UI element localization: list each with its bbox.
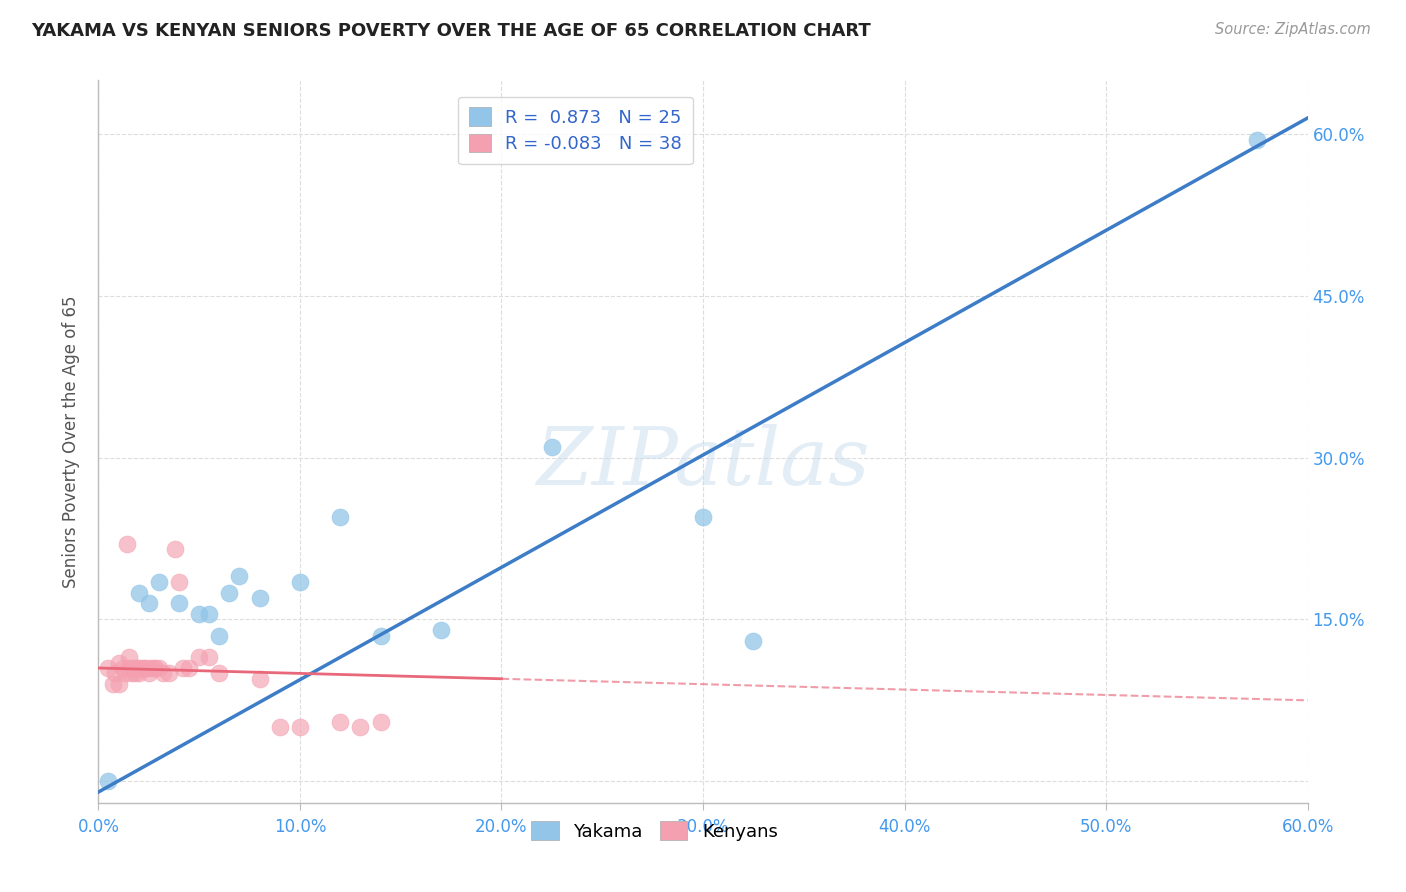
Point — [288, 574, 311, 589]
Point — [269, 720, 291, 734]
Text: YAKAMA VS KENYAN SENIORS POVERTY OVER THE AGE OF 65 CORRELATION CHART: YAKAMA VS KENYAN SENIORS POVERTY OVER TH… — [31, 22, 870, 40]
Point — [124, 666, 146, 681]
Point — [540, 440, 562, 454]
Point — [142, 661, 165, 675]
Point — [692, 510, 714, 524]
Point — [188, 650, 211, 665]
Point — [97, 661, 120, 675]
Point — [114, 666, 136, 681]
Text: Source: ZipAtlas.com: Source: ZipAtlas.com — [1215, 22, 1371, 37]
Point — [218, 585, 240, 599]
Point — [430, 624, 453, 638]
Point — [1246, 132, 1268, 146]
Legend: Yakama, Kenyans: Yakama, Kenyans — [524, 814, 785, 848]
Point — [349, 720, 371, 734]
Point — [128, 585, 150, 599]
Point — [208, 666, 231, 681]
Point — [148, 574, 170, 589]
Point — [118, 661, 141, 675]
Point — [167, 596, 190, 610]
Point — [107, 677, 129, 691]
Point — [249, 591, 271, 605]
Point — [188, 607, 211, 621]
Point — [128, 666, 150, 681]
Point — [138, 596, 160, 610]
Point — [138, 666, 160, 681]
Point — [134, 661, 156, 675]
Point — [370, 629, 392, 643]
Point — [148, 661, 170, 675]
Point — [329, 714, 352, 729]
Point — [132, 661, 155, 675]
Point — [172, 661, 194, 675]
Point — [288, 720, 311, 734]
Point — [121, 661, 143, 675]
Point — [138, 661, 160, 675]
Point — [128, 661, 150, 675]
Y-axis label: Seniors Poverty Over the Age of 65: Seniors Poverty Over the Age of 65 — [62, 295, 80, 588]
Point — [163, 542, 186, 557]
Point — [198, 650, 221, 665]
Point — [97, 774, 120, 789]
Point — [118, 650, 141, 665]
Point — [157, 666, 180, 681]
Point — [120, 666, 142, 681]
Point — [103, 666, 125, 681]
Point — [115, 537, 138, 551]
Point — [228, 569, 250, 583]
Point — [208, 629, 231, 643]
Point — [125, 661, 148, 675]
Text: ZIPatlas: ZIPatlas — [536, 425, 870, 502]
Point — [370, 714, 392, 729]
Point — [167, 574, 190, 589]
Point — [111, 661, 134, 675]
Point — [107, 656, 129, 670]
Point — [152, 666, 174, 681]
Point — [249, 672, 271, 686]
Point — [179, 661, 201, 675]
Point — [329, 510, 352, 524]
Point — [101, 677, 124, 691]
Point — [198, 607, 221, 621]
Point — [143, 661, 166, 675]
Point — [742, 634, 765, 648]
